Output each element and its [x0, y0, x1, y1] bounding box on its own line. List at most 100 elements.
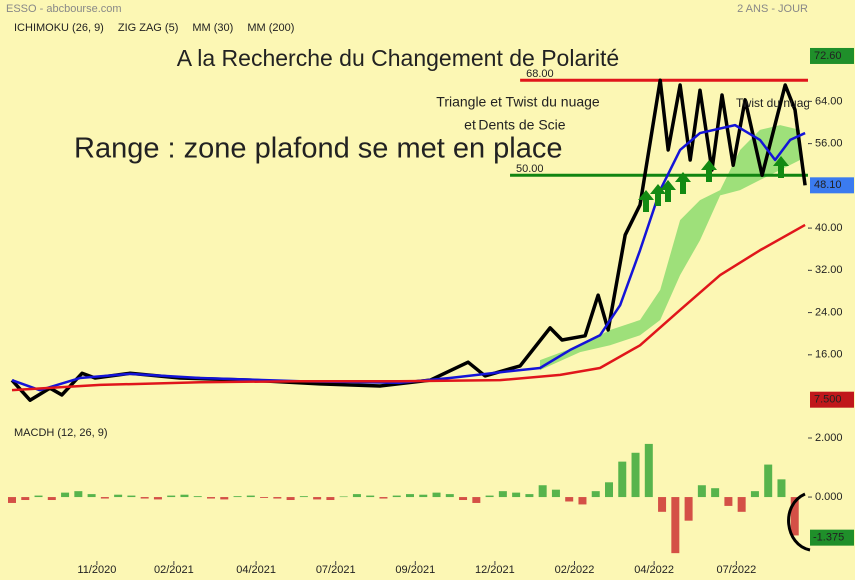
x-tick-label: 02/2021 [154, 564, 194, 576]
bar [406, 494, 414, 498]
bar [339, 496, 348, 498]
bar [472, 497, 481, 503]
y-tick-label: 64.00 [815, 95, 843, 107]
bar [591, 491, 600, 498]
y-tick-label: 24.00 [815, 306, 843, 318]
bar [193, 496, 202, 498]
arrows [638, 156, 811, 552]
axis-cover [809, 0, 855, 415]
bar [538, 485, 547, 498]
bar [498, 491, 507, 498]
bar [605, 482, 613, 498]
value-marker-label: -1.375 [813, 532, 844, 544]
bar [127, 495, 136, 498]
y-tick-label: 40.00 [815, 222, 843, 234]
header-source: ESSO - abcbourse.com [6, 3, 122, 15]
annotation: Triangle et Twist du nuage [436, 94, 600, 110]
bar [21, 497, 30, 501]
bar [180, 494, 189, 498]
bar [233, 496, 242, 498]
panel-title: MACDH (12, 26, 9) [14, 427, 108, 439]
bar [750, 491, 759, 498]
annotation: et [464, 117, 476, 133]
bar [764, 464, 773, 498]
x-tick-label: 11/2020 [77, 564, 116, 576]
bar [684, 497, 693, 521]
level-label: 50.00 [516, 163, 544, 175]
bar [313, 497, 322, 500]
bar [47, 497, 56, 501]
bar [246, 495, 255, 498]
bar [512, 492, 521, 498]
level-label: 68.00 [526, 68, 554, 80]
arrow [638, 156, 789, 212]
y-tick-label: 16.00 [815, 349, 843, 361]
price-marker [810, 177, 854, 194]
bar [260, 497, 269, 498]
bar [724, 497, 733, 506]
bar [326, 497, 335, 501]
bar [392, 495, 401, 498]
chart-title: A la Recherche du Changement de Polarité [177, 45, 619, 71]
bar [618, 461, 627, 498]
y-tick-label: 2.000 [815, 432, 843, 444]
bar [671, 497, 680, 554]
price-marker-label: 72.60 [814, 50, 842, 62]
cloud-area [540, 125, 801, 371]
price-marker [810, 47, 854, 64]
bar [286, 497, 295, 501]
bar [34, 495, 43, 498]
bar [366, 495, 375, 498]
series-line [11, 123, 806, 392]
price-marker-label: 48.10 [814, 179, 842, 191]
bar [432, 492, 441, 498]
y-tick-label: 56.00 [815, 138, 843, 150]
bar [61, 492, 70, 498]
y-tick-label: 0.000 [815, 491, 843, 503]
price-marker [810, 391, 854, 408]
bar [578, 497, 587, 505]
price-marker-label: 7.500 [814, 394, 842, 406]
bar [273, 497, 282, 499]
bar [299, 496, 308, 498]
x-tick-label: 07/2021 [316, 564, 356, 576]
value-marker [810, 529, 854, 546]
bar [207, 497, 215, 499]
bar [697, 485, 706, 498]
highlight-bracket [787, 492, 811, 552]
bar [419, 494, 428, 498]
bar [777, 479, 786, 498]
bar [153, 497, 162, 500]
x-tick-label: 04/2022 [634, 564, 674, 576]
bar [352, 494, 361, 498]
bar [737, 497, 746, 512]
x-tick-label: 02/2022 [555, 564, 595, 576]
annotation: Twist du nuage [736, 96, 817, 110]
bar [445, 494, 454, 498]
bar [485, 495, 494, 498]
bar [631, 452, 640, 498]
x-tick-label: 09/2021 [395, 564, 435, 576]
bar [790, 497, 799, 536]
annotation: Dents de Scie [478, 117, 565, 133]
x-tick-label: 04/2021 [236, 564, 276, 576]
bar [140, 497, 149, 499]
legend-entry: MM (200) [247, 22, 294, 34]
bar [220, 497, 229, 500]
bar [379, 497, 388, 499]
legend-entry: ICHIMOKU (26, 9) [14, 22, 104, 34]
annotation: Range : zone plafond se met en place [74, 133, 563, 165]
bar [711, 488, 720, 498]
bar [565, 497, 574, 502]
bar [87, 494, 96, 498]
header-period: 2 ANS - JOUR [737, 3, 808, 15]
bar [644, 443, 653, 498]
bar [551, 489, 560, 498]
bar [114, 494, 123, 498]
legend-entry: ZIG ZAG (5) [118, 22, 179, 34]
x-tick-label: 07/2022 [716, 564, 756, 576]
bar [167, 495, 176, 498]
